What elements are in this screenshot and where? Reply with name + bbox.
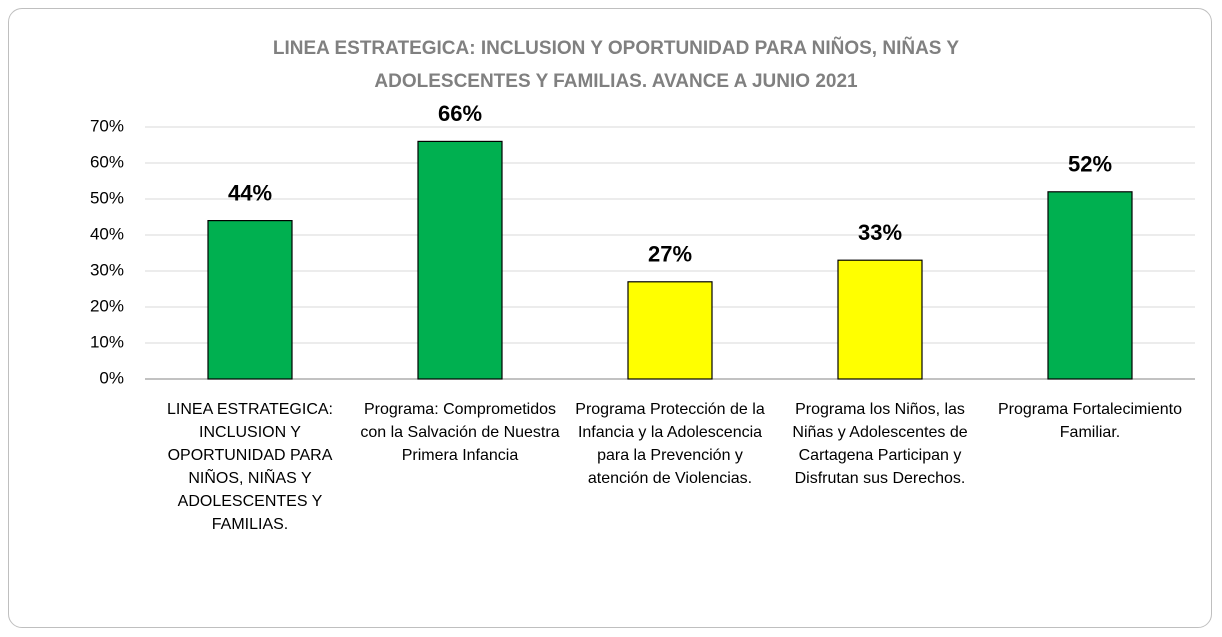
bar (207, 220, 293, 380)
bar (417, 140, 503, 380)
chart-title: LINEA ESTRATEGICA: INCLUSION Y OPORTUNID… (272, 38, 960, 92)
x-tick-label: Programa: Comprometidos con la Salvación… (360, 401, 560, 464)
y-tick-label: 60% (90, 152, 124, 171)
value-label: 44% (228, 180, 272, 205)
y-tick-label: 0% (99, 368, 124, 387)
y-tick-label: 20% (90, 296, 124, 315)
y-tick-label: 30% (90, 260, 124, 279)
bar (837, 259, 923, 380)
bar (1047, 191, 1133, 380)
x-tick-label: Programa los Niños, las Niñas y Adolesce… (792, 401, 968, 487)
x-tick-label: LINEA ESTRATEGICA: INCLUSION Y OPORTUNID… (167, 401, 333, 533)
value-label: 33% (858, 220, 902, 245)
y-tick-label: 70% (90, 116, 124, 135)
y-tick-label: 40% (90, 224, 124, 243)
value-label: 52% (1068, 152, 1112, 177)
value-label: 27% (648, 242, 692, 267)
y-tick-label: 10% (90, 332, 124, 351)
value-label: 66% (438, 101, 482, 126)
x-tick-label: Programa Fortalecimiento Familiar. (997, 401, 1183, 441)
x-tick-label: Programa Protección de la Infancia y la … (575, 401, 765, 487)
y-tick-label: 50% (90, 188, 124, 207)
bar (627, 281, 713, 380)
chart-frame (8, 8, 1212, 628)
